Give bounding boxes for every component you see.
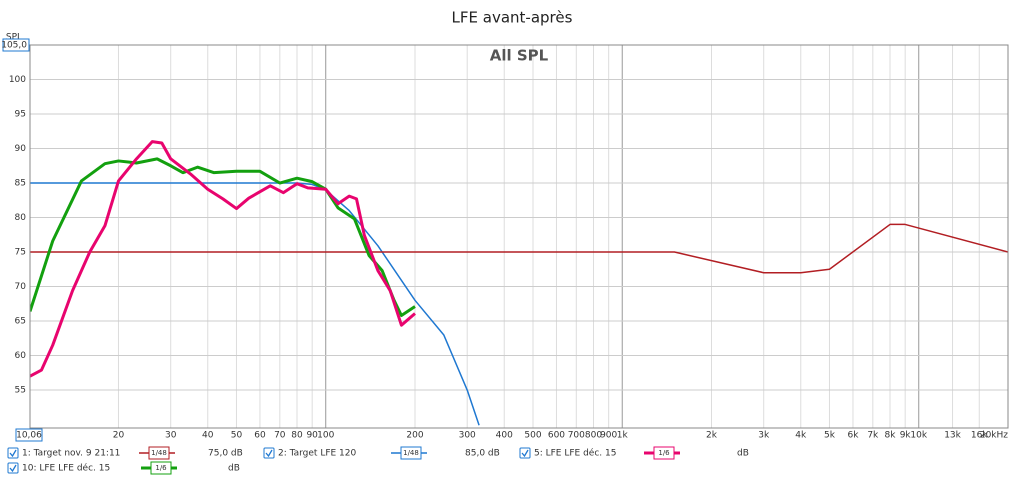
series-line [30,157,416,318]
legend-level: 75,0 dB [208,449,243,459]
y-tick-label: 105,0 [1,41,27,51]
smoothing-label: 1/48 [403,449,419,457]
y-tick-label: 80 [15,213,27,223]
x-tick-label: 50 [231,431,243,441]
legend-check [265,449,273,458]
x-tick-label: 5k [824,431,836,441]
annotation: All SPL [490,47,549,65]
x-tick-label: 20 [113,431,125,441]
y-tick-label: 85 [15,179,26,189]
x-tick-label: 9k [900,431,912,441]
series-line [30,140,416,378]
smoothing-badge[interactable] [150,461,172,475]
x-tick-label: 16k [971,431,988,441]
x-tick-label: 8k [885,431,897,441]
plot-frame [29,44,1009,429]
x-tick-label: 200 [406,431,423,441]
tick-box [2,38,30,52]
smoothing-badge[interactable] [653,446,675,460]
x-tick-label: 300 [459,431,476,441]
x-tick-label: 40 [202,431,214,441]
legend-level: dB [737,449,749,459]
x-tick-label: 7k [867,431,879,441]
x-tick-label: 80 [291,431,303,441]
x-tick-label: 20kHz [980,431,1008,441]
legend-checkbox[interactable] [519,447,531,459]
legend-label: 1: Target nov. 9 21:11 [22,449,120,459]
y-tick-label: 55 [15,386,26,396]
legend-label: 5: LFE LFE déc. 15 [534,448,616,459]
y-axis-label: SPL [6,33,22,43]
x-tick-label: 30 [165,431,177,441]
x-tick-label: 500 [524,431,541,441]
x-tick-label: 13k [944,431,961,441]
x-tick-label: 800 [585,431,602,441]
x-tick-label: 400 [496,431,513,441]
y-tick-label: 95 [15,110,26,120]
x-tick-label: 4k [795,431,807,441]
x-tick-label: 1k [617,431,629,441]
legend-level: 85,0 dB [465,449,500,459]
y-tick-label: 90 [15,144,27,154]
chart-title: LFE avant-après [452,9,573,27]
y-tick-label: 70 [15,282,27,292]
y-tick-label: 100 [9,75,26,85]
y-tick-label: 75 [15,248,26,258]
legend-check [9,464,17,473]
x-tick-label: 100 [317,431,334,441]
smoothing-badge[interactable] [148,446,170,460]
plot-lines [30,140,1008,426]
legend-checkbox[interactable] [7,462,19,474]
legend-check [521,449,529,458]
legend-checkbox[interactable] [263,447,275,459]
x-tick-label: 10,06 [16,431,42,441]
y-tick-label: 65 [15,317,26,327]
smoothing-badge[interactable] [400,446,422,460]
x-tick-label: 900 [600,431,617,441]
y-tick-label: 60 [15,351,27,361]
x-tick-label: 10k [910,431,927,441]
x-tick-label: 3k [758,431,770,441]
smoothing-label: 1/6 [658,449,670,457]
series-line [30,223,1008,274]
legend-level: dB [228,464,240,474]
x-tick-label: 60 [254,431,266,441]
legend: 1: Target nov. 9 21:11 1/48 75,0 dB 2: Targ… [7,446,749,475]
x-tick-label: 2k [706,431,718,441]
x-tick-label: 700 [568,431,585,441]
x-tick-label: 90 [306,431,318,441]
legend-check [9,449,17,458]
x-tick-label: 70 [274,431,286,441]
tick-box [15,428,43,442]
smoothing-label: 1/6 [155,464,167,472]
x-tick-label: 6k [847,431,859,441]
legend-label: 10: LFE LFE déc. 15 [22,463,110,474]
legend-checkbox[interactable] [7,447,19,459]
legend-label: 2: Target LFE 120 [278,449,357,459]
smoothing-label: 1/48 [151,449,167,457]
x-tick-label: 600 [548,431,565,441]
